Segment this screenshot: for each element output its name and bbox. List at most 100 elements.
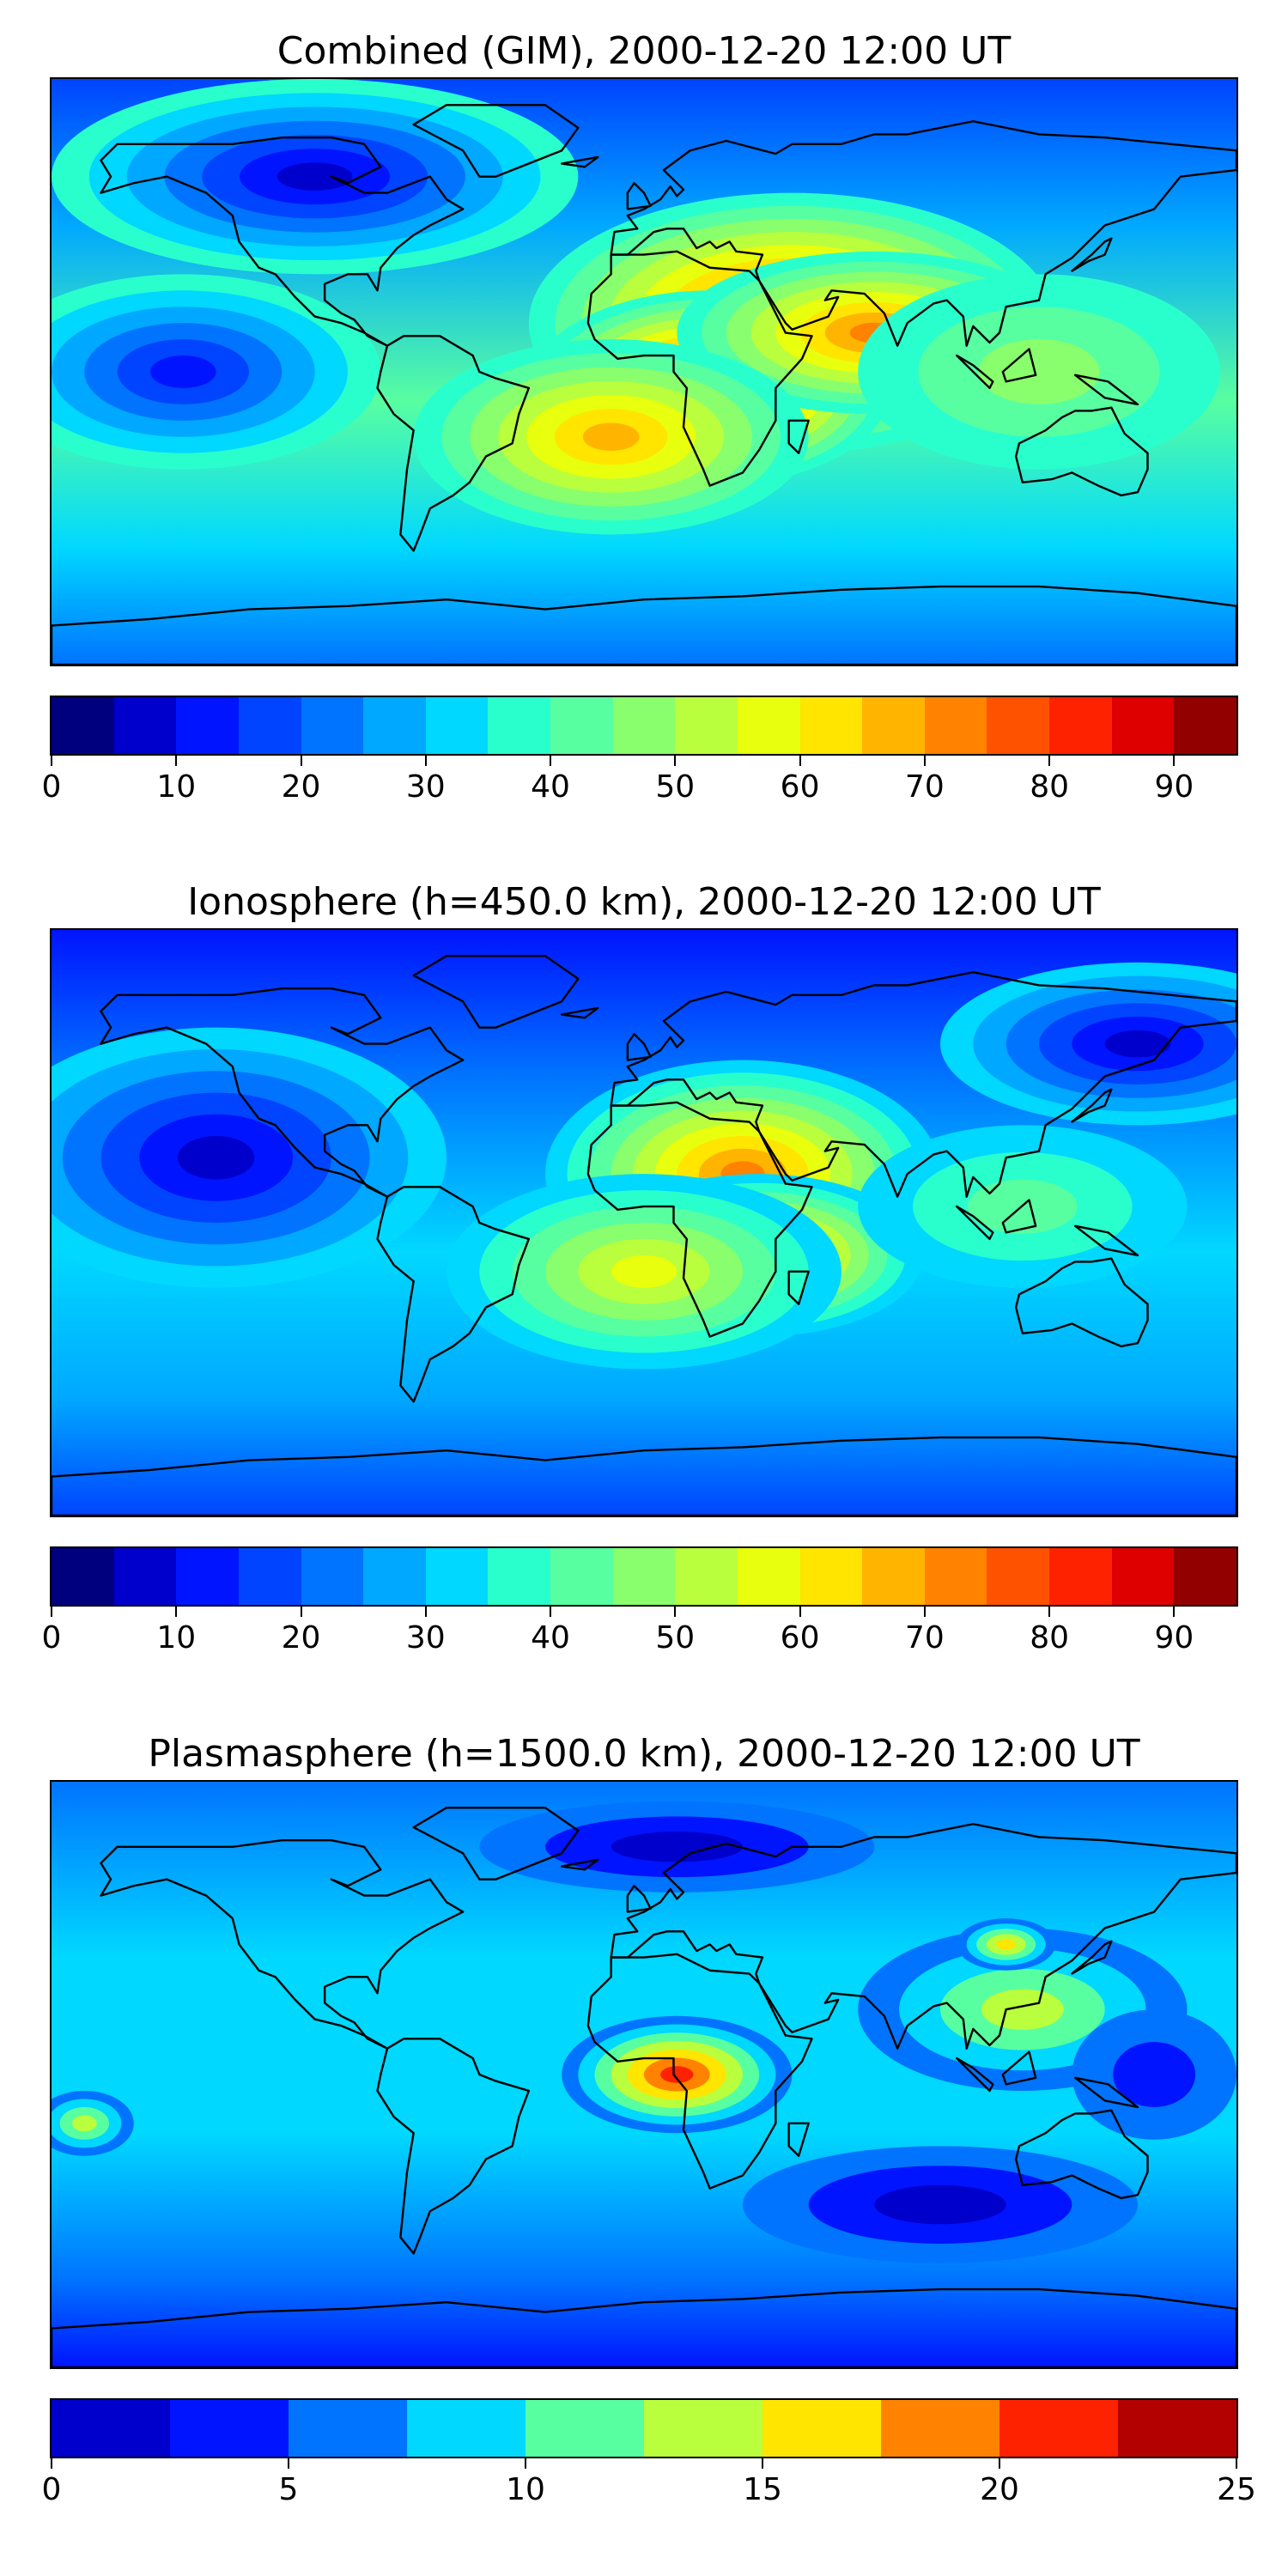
colorbar-segment: [1049, 697, 1112, 754]
colorbar-segment: [987, 697, 1049, 754]
colorbar-tick-label: 40: [531, 769, 570, 805]
colorbar-tick: [799, 754, 801, 766]
colorbar-tick-label: 0: [41, 1620, 62, 1656]
colorbar-segment: [799, 697, 863, 754]
colorbar-segment: [987, 1548, 1049, 1605]
coastline: [52, 2287, 1236, 2367]
coastline: [610, 971, 1236, 1198]
colorbar-tick: [288, 2457, 289, 2469]
colorbar-segment: [301, 697, 364, 754]
colorbar-segment: [675, 1548, 738, 1605]
colorbar-segment: [289, 2400, 407, 2457]
colorbar-tick: [674, 1605, 677, 1617]
contour-region: [71, 2115, 97, 2132]
coastline: [100, 987, 465, 1198]
colorbar-ticks: 0 10 20 30 40 50 60 70 80 90: [42, 754, 1238, 805]
colorbar-segment: [550, 1548, 613, 1605]
coastline: [610, 120, 1236, 347]
coastline: [586, 1101, 813, 1338]
colorbar-tick-label: 70: [904, 769, 945, 805]
coastline: [52, 1436, 1236, 1516]
colorbar-tick-label: 40: [531, 1620, 570, 1656]
coastline: [1071, 1088, 1113, 1123]
colorbar-tick-label: 15: [743, 2472, 782, 2507]
colorbar-tick: [51, 1605, 52, 1617]
contour-region: [996, 1939, 1017, 1950]
coastline: [52, 585, 1236, 665]
coastline: [626, 1033, 652, 1061]
colorbar-segment: [1174, 1548, 1236, 1605]
colorbar-tick: [424, 754, 427, 766]
colorbar-tick-label: 20: [281, 769, 321, 805]
colorbar-tick-label: 90: [1154, 1620, 1194, 1656]
chart-title: Plasmasphere (h=1500.0 km), 2000-12-20 1…: [148, 1732, 1140, 1776]
coastline: [376, 335, 531, 552]
coastline: [376, 2038, 531, 2255]
colorbar-tick: [1048, 754, 1051, 766]
colorbar-tick-label: 10: [156, 1620, 197, 1656]
colorbar-segment: [113, 697, 177, 754]
colorbar-segment: [612, 1548, 676, 1605]
colorbar-tick-label: 10: [506, 2472, 545, 2507]
panel-ionosphere: Ionosphere (h=450.0 km), 2000-12-20 12:0…: [0, 880, 1288, 1670]
colorbar-tick-label: 25: [1217, 2472, 1256, 2507]
colorbar-segment: [881, 2400, 999, 2457]
coastline: [610, 1823, 1236, 2050]
colorbar-tick: [923, 754, 926, 766]
colorbar: [50, 1546, 1238, 1607]
colorbar-tick-label: 50: [655, 769, 696, 805]
coastline: [1001, 2050, 1037, 2086]
map-plot: [50, 928, 1238, 1517]
coastline: [626, 182, 652, 210]
colorbar-tick: [1048, 1605, 1051, 1617]
colorbar-segment: [999, 2400, 1118, 2457]
colorbar-segment: [52, 697, 114, 754]
colorbar-segment: [52, 2400, 170, 2457]
colorbar-tick-label: 60: [780, 1620, 820, 1656]
coastline: [955, 1205, 994, 1241]
colorbar-segment: [176, 697, 239, 754]
coastline: [412, 104, 580, 178]
colorbar-tick: [51, 2457, 52, 2469]
coastline: [1073, 374, 1139, 406]
colorbar-tick: [300, 1605, 302, 1617]
coastline: [560, 155, 599, 168]
colorbar-ticks: 0 10 20 30 40 50 60 70 80 90: [42, 1605, 1238, 1656]
colorbar-tick: [525, 2457, 526, 2469]
colorbar-tick-label: 60: [780, 769, 820, 805]
coastline: [376, 1186, 531, 1403]
colorbar-tick-label: 5: [278, 2472, 299, 2507]
colorbar-segment: [737, 697, 800, 754]
colorbar-segment: [488, 1548, 550, 1605]
colorbar-segment: [612, 697, 676, 754]
colorbar-tick: [424, 1605, 427, 1617]
coastline: [100, 1838, 465, 2050]
colorbar-segment: [924, 697, 987, 754]
coastline: [1071, 1940, 1113, 1975]
contour-region: [611, 1832, 743, 1862]
colorbar-segment: [737, 1548, 800, 1605]
colorbar-tick-label: 20: [980, 2472, 1019, 2507]
coastline: [586, 250, 813, 487]
map-plot: [50, 77, 1238, 666]
coastline: [1073, 1224, 1139, 1257]
colorbar-tick-label: 30: [405, 769, 446, 805]
contour-region: [660, 2066, 694, 2083]
coastline: [787, 1270, 810, 1305]
coastline: [100, 136, 465, 347]
colorbar-segment: [176, 1548, 239, 1605]
colorbar-tick: [550, 754, 552, 766]
colorbar-segment: [675, 697, 738, 754]
coastline: [955, 2057, 994, 2093]
coastline: [1014, 406, 1149, 497]
coastline: [1014, 2109, 1149, 2200]
colorbar-segment: [862, 1548, 925, 1605]
contour-region: [1113, 2042, 1196, 2107]
map-plot: [50, 1780, 1238, 2369]
colorbar-tick: [674, 754, 677, 766]
colorbar-segment: [238, 697, 301, 754]
contour-region: [276, 162, 353, 191]
chart-title: Ionosphere (h=450.0 km), 2000-12-20 12:0…: [187, 880, 1101, 924]
coastline: [560, 1858, 599, 1871]
contour-region: [978, 339, 1100, 404]
